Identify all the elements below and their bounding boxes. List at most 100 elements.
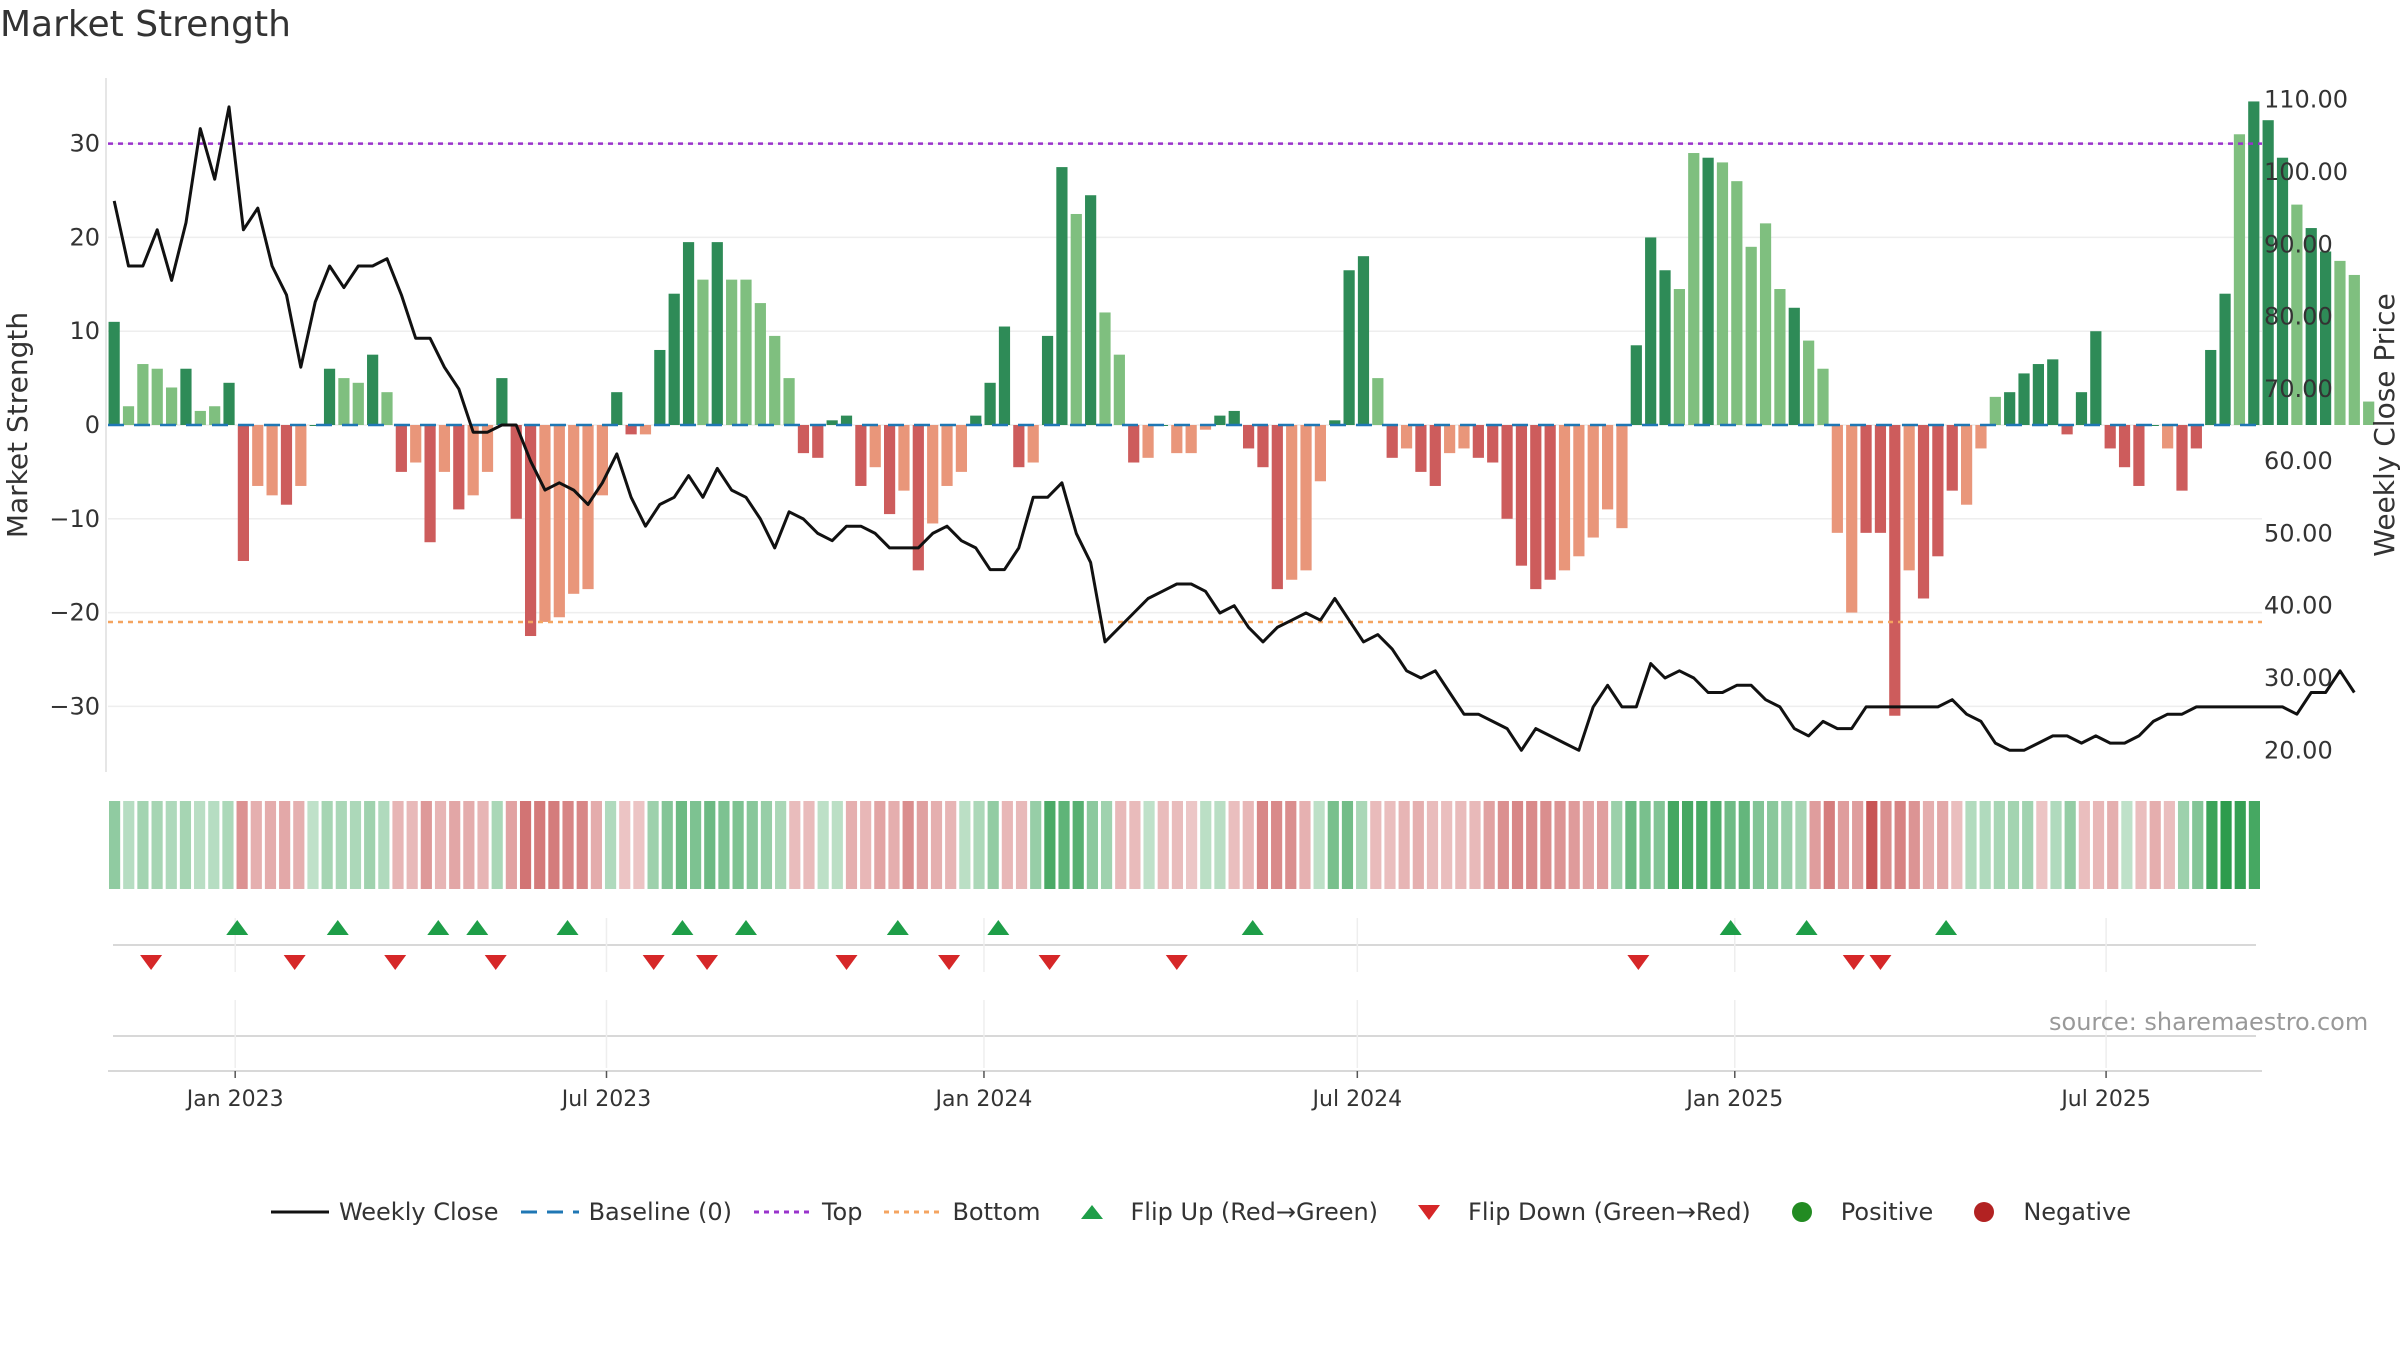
- legend-item-negative: Negative: [1953, 1198, 2131, 1226]
- strength-bar: [2104, 425, 2116, 449]
- heat-cell: [930, 801, 943, 889]
- heat-cell: [208, 801, 220, 889]
- heat-cell: [1965, 801, 1977, 889]
- strength-bar: [338, 378, 350, 425]
- strength-bar: [1128, 425, 1140, 463]
- strength-bar: [1013, 425, 1025, 468]
- heat-cell: [1653, 801, 1665, 889]
- heat-cell: [2163, 801, 2175, 889]
- heat-cell: [1143, 801, 1155, 889]
- strength-bar: [654, 349, 666, 425]
- heat-cell: [279, 801, 291, 889]
- flip-markers: [113, 918, 2256, 1068]
- heat-cell: [2078, 801, 2090, 889]
- strength-bar: [2363, 401, 2375, 425]
- legend-label: Top: [821, 1198, 863, 1226]
- heat-cell: [1568, 801, 1580, 889]
- flip-down-marker: [938, 955, 961, 970]
- flip-down-marker: [835, 955, 858, 970]
- heat-cell: [675, 801, 688, 889]
- strength-bar: [1989, 396, 2001, 425]
- strength-bar: [955, 425, 967, 472]
- legend-item-positive: Positive: [1771, 1198, 1933, 1226]
- strength-bar: [941, 425, 953, 486]
- heat-cell: [888, 801, 900, 889]
- heat-cell: [1044, 801, 1056, 889]
- strength-bar: [1487, 425, 1499, 463]
- strength-bar: [1774, 289, 1786, 425]
- strength-bar: [1242, 425, 1255, 449]
- heat-cell: [1809, 801, 1821, 889]
- heat-cell: [2050, 801, 2062, 889]
- heat-cell: [1455, 801, 1467, 889]
- legend-symbol-positive: [1771, 1200, 1833, 1224]
- strength-bar: [2118, 425, 2131, 468]
- flip-up-marker: [226, 920, 249, 935]
- strength-bar: [252, 425, 264, 486]
- strength-bar: [1702, 157, 1714, 425]
- heat-cell: [1866, 801, 1878, 889]
- strength-bar: [998, 326, 1011, 425]
- legend-item-flip-up: Flip Up (Red→Green): [1061, 1198, 1378, 1226]
- strength-bar: [855, 425, 867, 486]
- strength-bar: [1731, 181, 1743, 425]
- strength-bar: [2205, 349, 2217, 425]
- heat-cell: [1072, 801, 1084, 889]
- strength-bar: [2348, 274, 2360, 425]
- heat-cell: [1724, 801, 1736, 889]
- heat-cell: [420, 801, 432, 889]
- heat-cell: [1030, 801, 1042, 889]
- strength-bar: [1171, 425, 1183, 454]
- flip-down-marker: [140, 955, 163, 970]
- legend-label: Weekly Close: [338, 1198, 499, 1226]
- heat-cell: [1837, 801, 1850, 889]
- heat-cell: [1795, 801, 1807, 889]
- heat-cell: [491, 801, 503, 889]
- strength-bar: [1286, 425, 1298, 580]
- strength-bar: [524, 425, 537, 637]
- chart-title: Market Strength: [0, 4, 291, 45]
- legend-item-top: Top: [752, 1198, 863, 1226]
- strength-bar: [553, 425, 565, 618]
- heat-cell: [1852, 801, 1864, 889]
- strength-bar: [697, 279, 709, 425]
- strength-bar: [1616, 425, 1628, 529]
- heat-cell: [1738, 801, 1750, 889]
- close-line-layer: [112, 105, 2356, 752]
- heat-cell: [449, 801, 461, 889]
- strength-bar: [1386, 425, 1398, 458]
- heat-cell: [194, 801, 206, 889]
- heat-cell: [1398, 801, 1410, 889]
- strength-bar: [453, 425, 465, 510]
- legend-symbol-close: [269, 1200, 331, 1224]
- strength-bar: [2291, 204, 2303, 425]
- heat-cell: [1483, 801, 1495, 889]
- strength-bar: [912, 425, 924, 571]
- legend-symbol-baseline: [519, 1200, 581, 1224]
- strength-bar: [625, 425, 637, 435]
- strength-bar: [1601, 425, 1614, 510]
- right-tick-label: 110.00: [2264, 86, 2348, 114]
- flip-up-marker: [556, 920, 579, 935]
- heat-cell: [2234, 801, 2246, 889]
- heat-cell: [1611, 801, 1623, 889]
- heat-cell: [1469, 801, 1481, 889]
- right-tick-label: 70.00: [2264, 375, 2333, 403]
- strength-bar: [2176, 425, 2188, 491]
- heat-cell: [1313, 801, 1325, 889]
- strength-bar: [1300, 425, 1312, 571]
- strength-bar: [352, 382, 364, 425]
- strength-bar: [2262, 120, 2274, 426]
- strength-bar: [323, 368, 336, 425]
- strength-bar: [1745, 246, 1757, 425]
- right-tick-label: 80.00: [2264, 303, 2333, 331]
- heat-strip: [109, 801, 2260, 889]
- heat-cell: [1285, 801, 1297, 889]
- strength-bar: [1946, 425, 1958, 491]
- flip-up-marker: [427, 920, 450, 935]
- heat-cell: [364, 801, 376, 889]
- heat-cell: [1710, 801, 1722, 889]
- flip-up-marker: [1935, 920, 1958, 935]
- left-tick-label: 20: [69, 223, 100, 251]
- flip-up-marker: [734, 920, 757, 935]
